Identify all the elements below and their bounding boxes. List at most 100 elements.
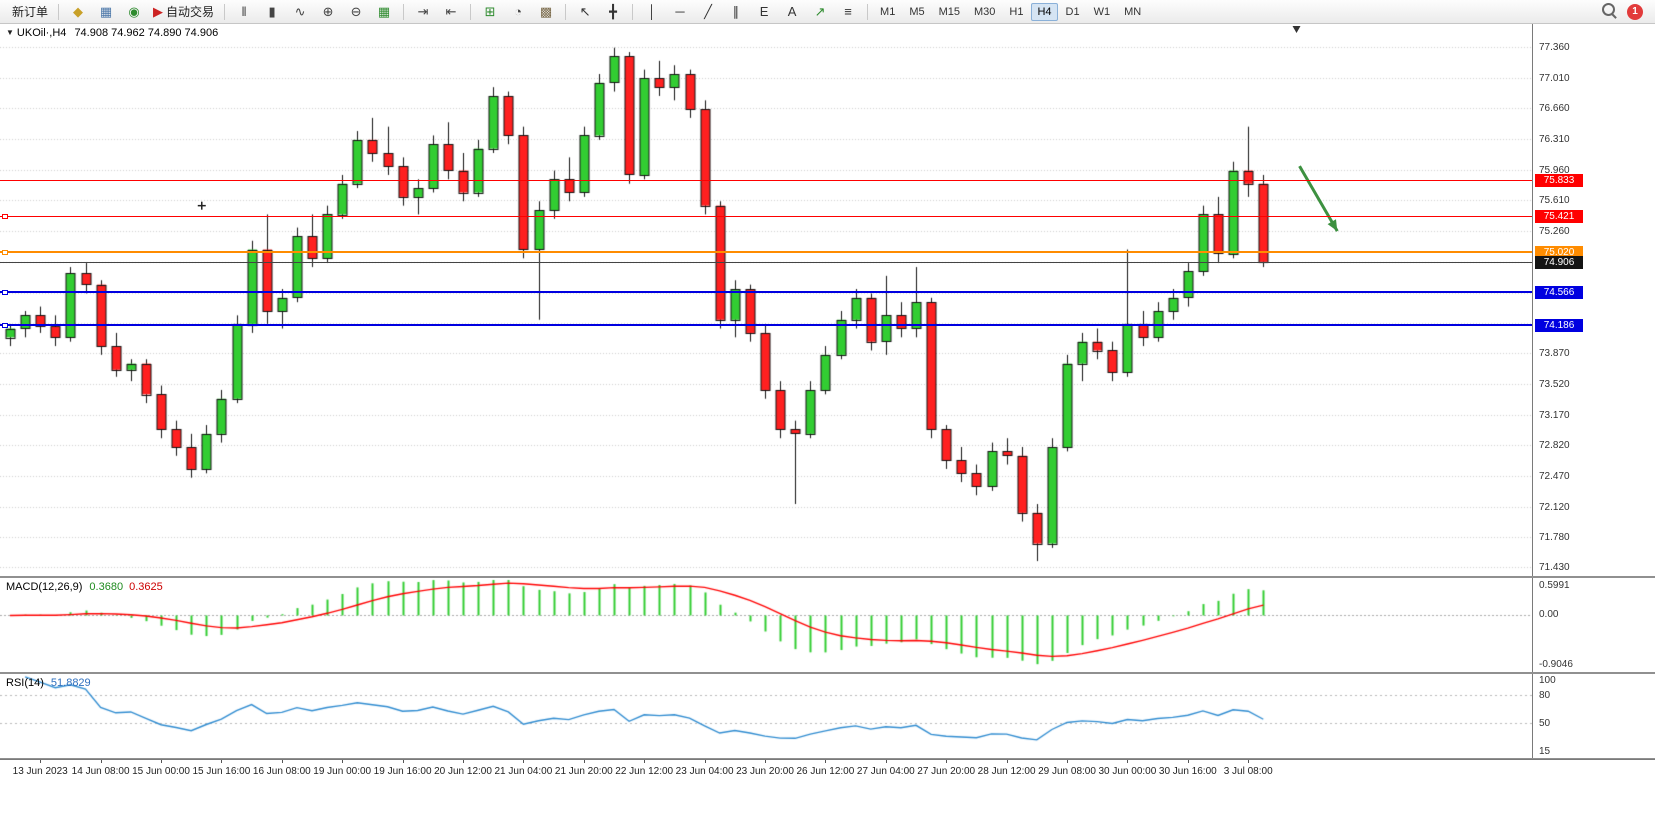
time-tick	[644, 760, 646, 763]
macd-main-value: 0.3680	[89, 581, 124, 593]
chart-menu-icon[interactable]: ▼	[6, 28, 14, 37]
toolbar-separator	[565, 3, 567, 20]
add-indicator-icon[interactable]: ⊞	[477, 1, 503, 23]
resistance-line-75-421[interactable]	[0, 216, 1532, 218]
template-icon[interactable]: ▩	[533, 1, 559, 23]
symbols-icon: ◆	[73, 3, 84, 19]
support-line-74-566[interactable]	[0, 291, 1532, 293]
channel-icon[interactable]: ∥	[723, 1, 749, 23]
market-watch-icon: ◉	[128, 3, 140, 19]
pivot-line-75-020[interactable]	[0, 251, 1532, 254]
pane-separator[interactable]	[0, 672, 1655, 674]
symbol-period-text: UKOil·,H4	[16, 27, 67, 39]
chart-symbol-label: ▼ UKOil·,H4 74.908 74.962 74.890 74.906	[6, 27, 218, 39]
line-chart-icon[interactable]: ∿	[287, 1, 313, 23]
line-handle[interactable]	[2, 214, 8, 220]
bar-chart-icon[interactable]: ‖	[231, 1, 257, 23]
new-order-button[interactable]: 新订单	[5, 1, 52, 23]
rsi-canvas[interactable]	[0, 674, 1532, 758]
current-price-line[interactable]	[0, 261, 1532, 263]
new-chart-icon[interactable]: ▦	[93, 1, 119, 23]
time-tick	[342, 760, 344, 763]
date-label: 15 Jun 00:00	[132, 766, 190, 777]
time-tick	[40, 760, 42, 763]
zoom-in-icon[interactable]: ⊕	[315, 1, 341, 23]
toolbar-separator	[403, 3, 405, 20]
timeframe-w1-button[interactable]: W1	[1093, 5, 1111, 18]
macd-canvas[interactable]	[0, 578, 1532, 672]
support-line-74-186[interactable]	[0, 324, 1532, 327]
zoom-out-icon[interactable]: ⊖	[343, 1, 369, 23]
date-label: 28 Jun 12:00	[977, 766, 1036, 777]
price-axis-label: 75.610	[1539, 195, 1570, 207]
search-icon[interactable]	[1600, 1, 1617, 23]
resistance-line-75-833[interactable]	[0, 180, 1532, 182]
timeframe-mn-button[interactable]: MN	[1124, 5, 1142, 18]
time-tick	[583, 760, 585, 763]
text-icon[interactable]: A	[779, 1, 805, 23]
time-tick	[523, 760, 525, 763]
elliott-icon[interactable]: E	[751, 1, 777, 23]
price-badge: 74.566	[1535, 285, 1583, 299]
timeframe-d1-button[interactable]: D1	[1065, 5, 1080, 18]
time-tick	[1067, 760, 1068, 763]
price-badge: 75.020	[1535, 245, 1583, 259]
price-axis-label: 77.010	[1539, 72, 1570, 84]
horizontal-line-icon[interactable]: ─	[667, 1, 693, 23]
price-axis-label: 73.520	[1539, 378, 1570, 390]
rsi-axis-label: 100	[1539, 675, 1556, 686]
timeframe-m30-button[interactable]: M30	[974, 5, 996, 18]
price-axis-label: 71.430	[1539, 562, 1570, 574]
chart-shift-icon[interactable]: ⇤	[438, 1, 464, 23]
template-icon: ▩	[539, 3, 553, 19]
notification-badge[interactable]: 1	[1627, 3, 1643, 20]
tile-windows-icon[interactable]: ▦	[371, 1, 397, 23]
timeframe-h4-button[interactable]: H4	[1031, 2, 1058, 21]
period-icon: ◔	[514, 3, 522, 19]
time-tick	[704, 760, 706, 763]
timeframe-m1-button[interactable]: M1	[880, 5, 896, 18]
fibonacci-icon[interactable]: ≡	[835, 1, 861, 23]
toolbar-separator	[632, 3, 634, 20]
macd-name: MACD(12,26,9)	[6, 581, 83, 593]
symbols-icon[interactable]: ◆	[65, 1, 91, 23]
time-axis[interactable]: 13 Jun 2023 14 Jun 08:00 15 Jun 00:00 15 Ju…	[0, 759, 1655, 784]
price-badge: 74.906	[1535, 255, 1583, 269]
auto-scroll-icon[interactable]: ⇥	[410, 1, 436, 23]
trendline-icon[interactable]: ╱	[695, 1, 721, 23]
autotrading-button-icon: ▶	[153, 3, 164, 19]
time-tick	[1248, 760, 1250, 763]
autotrading-button[interactable]: ▶ 自动交易	[149, 1, 218, 23]
macd-axis-label: 0.5991	[1539, 580, 1570, 591]
line-handle[interactable]	[2, 249, 8, 255]
toolbar-buttons: 新订单 ◆ ▦ ◉ ▶ 自动交易 ‖ ▮ ∿ ⊕ ⊖ ▦ ⇥ ⇤ ⊞ ◔ ▩ ↖ ╋ │ ─ ╱ ∥ E A ↗ ≡ M1 M5 M15 M…	[4, 0, 1148, 23]
price-badge: 74.186	[1535, 318, 1583, 332]
date-label: 30 Jun 16:00	[1158, 766, 1217, 777]
arrows-icon[interactable]: ↗	[807, 1, 833, 23]
crosshair-icon[interactable]: ╋	[600, 1, 626, 23]
rsi-label: RSI(14) 51.8829	[6, 677, 91, 689]
period-icon[interactable]: ◔	[505, 1, 531, 23]
time-tick	[885, 760, 887, 763]
price-axis-label: 76.660	[1539, 103, 1570, 115]
date-label: 27 Jun 04:00	[856, 766, 915, 777]
timeframe-h1-button[interactable]: H1	[1009, 5, 1024, 18]
channel-icon: ∥	[732, 3, 740, 19]
cursor-icon[interactable]: ↖	[572, 1, 598, 23]
macd-label: MACD(12,26,9) 0.3680 0.3625	[6, 581, 163, 593]
price-chart-canvas[interactable]	[0, 24, 1532, 576]
time-tick	[221, 760, 223, 763]
candlestick-icon[interactable]: ▮	[259, 1, 285, 23]
price-axis-label: 75.260	[1539, 226, 1570, 238]
price-axis[interactable]: 77.360 77.010 76.660 76.310 75.960 75.610 75.2…	[1532, 24, 1655, 783]
date-label: 19 Jun 00:00	[313, 766, 372, 777]
market-watch-icon[interactable]: ◉	[121, 1, 147, 23]
line-handle[interactable]	[2, 289, 8, 295]
price-axis-label: 73.870	[1539, 348, 1570, 360]
pane-separator[interactable]	[0, 576, 1655, 578]
vertical-line-icon[interactable]: │	[639, 1, 665, 23]
timeframe-m5-button[interactable]: M5	[909, 5, 925, 18]
date-label: 23 Jun 04:00	[675, 766, 734, 777]
timeframe-m15-button[interactable]: M15	[938, 5, 960, 18]
line-handle[interactable]	[2, 322, 8, 328]
